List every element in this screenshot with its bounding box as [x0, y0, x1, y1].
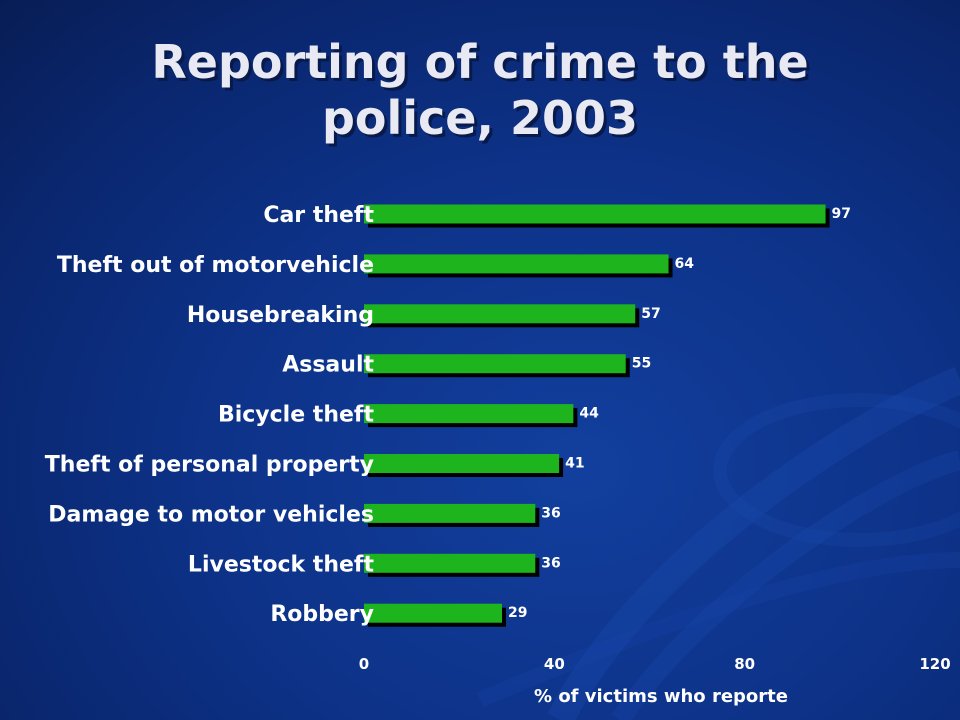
bar [364, 603, 502, 623]
data-label: 44 [579, 406, 599, 422]
data-label: 29 [508, 605, 527, 621]
bar [364, 254, 669, 274]
category-label: Car theft [263, 203, 374, 228]
x-tick-label: 80 [734, 655, 755, 673]
category-label: Housebreaking [187, 303, 374, 328]
bar [364, 454, 560, 473]
x-axis-label: % of victims who reporte [534, 686, 788, 707]
bar [364, 553, 536, 573]
category-label: Theft out of motorvehicle [57, 253, 374, 278]
category-label: Theft of personal property [45, 453, 374, 478]
slide-title-line-2: police, 2003 [321, 91, 639, 145]
category-label: Robbery [270, 602, 374, 627]
data-label: 57 [641, 306, 660, 322]
data-label: 55 [632, 356, 651, 372]
bar [364, 204, 826, 224]
x-tick-label: 120 [919, 655, 950, 673]
data-label: 36 [541, 505, 560, 521]
data-label: 64 [675, 256, 695, 272]
category-label: Damage to motor vehicles [48, 502, 374, 527]
data-label: 36 [541, 555, 560, 571]
slide-title: Reporting of crime to the police, 2003 [0, 34, 960, 146]
x-tick-label: 40 [544, 655, 565, 673]
bar [364, 404, 574, 424]
category-label: Assault [282, 353, 374, 378]
category-label: Bicycle theft [218, 403, 375, 428]
category-label: Livestock theft [188, 552, 375, 577]
x-tick-label: 0 [359, 655, 369, 673]
data-label: 41 [565, 456, 584, 472]
bar [364, 304, 636, 324]
slide-title-line-1: Reporting of crime to the [151, 35, 809, 89]
bar [364, 503, 536, 523]
data-label: 97 [832, 206, 851, 222]
bar [364, 354, 626, 374]
